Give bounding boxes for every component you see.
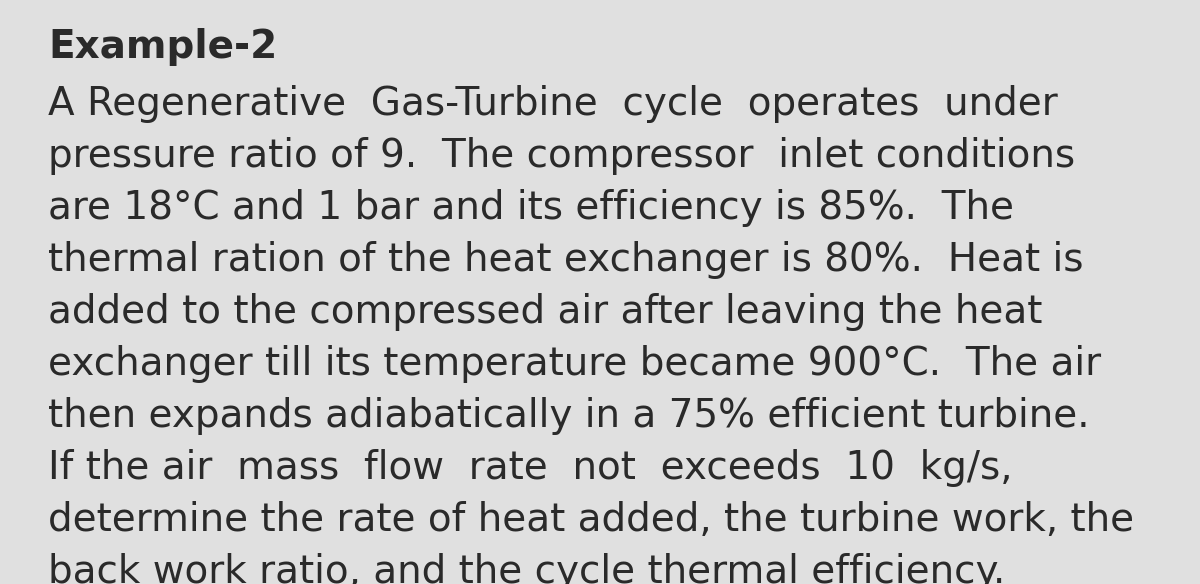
Text: pressure ratio of 9.  The compressor  inlet conditions: pressure ratio of 9. The compressor inle… bbox=[48, 137, 1075, 175]
Text: back work ratio, and the cycle thermal efficiency.: back work ratio, and the cycle thermal e… bbox=[48, 553, 1006, 584]
Text: determine the rate of heat added, the turbine work, the: determine the rate of heat added, the tu… bbox=[48, 501, 1134, 539]
Text: A Regenerative  Gas-Turbine  cycle  operates  under: A Regenerative Gas-Turbine cycle operate… bbox=[48, 85, 1057, 123]
Text: added to the compressed air after leaving the heat: added to the compressed air after leavin… bbox=[48, 293, 1043, 331]
Text: are 18°C and 1 bar and its efficiency is 85%.  The: are 18°C and 1 bar and its efficiency is… bbox=[48, 189, 1014, 227]
Text: then expands adiabatically in a 75% efficient turbine.: then expands adiabatically in a 75% effi… bbox=[48, 397, 1090, 435]
Text: thermal ration of the heat exchanger is 80%.  Heat is: thermal ration of the heat exchanger is … bbox=[48, 241, 1084, 279]
Text: Example-2: Example-2 bbox=[48, 28, 277, 66]
Text: If the air  mass  flow  rate  not  exceeds  10  kg/s,: If the air mass flow rate not exceeds 10… bbox=[48, 449, 1013, 487]
Text: exchanger till its temperature became 900°C.  The air: exchanger till its temperature became 90… bbox=[48, 345, 1102, 383]
